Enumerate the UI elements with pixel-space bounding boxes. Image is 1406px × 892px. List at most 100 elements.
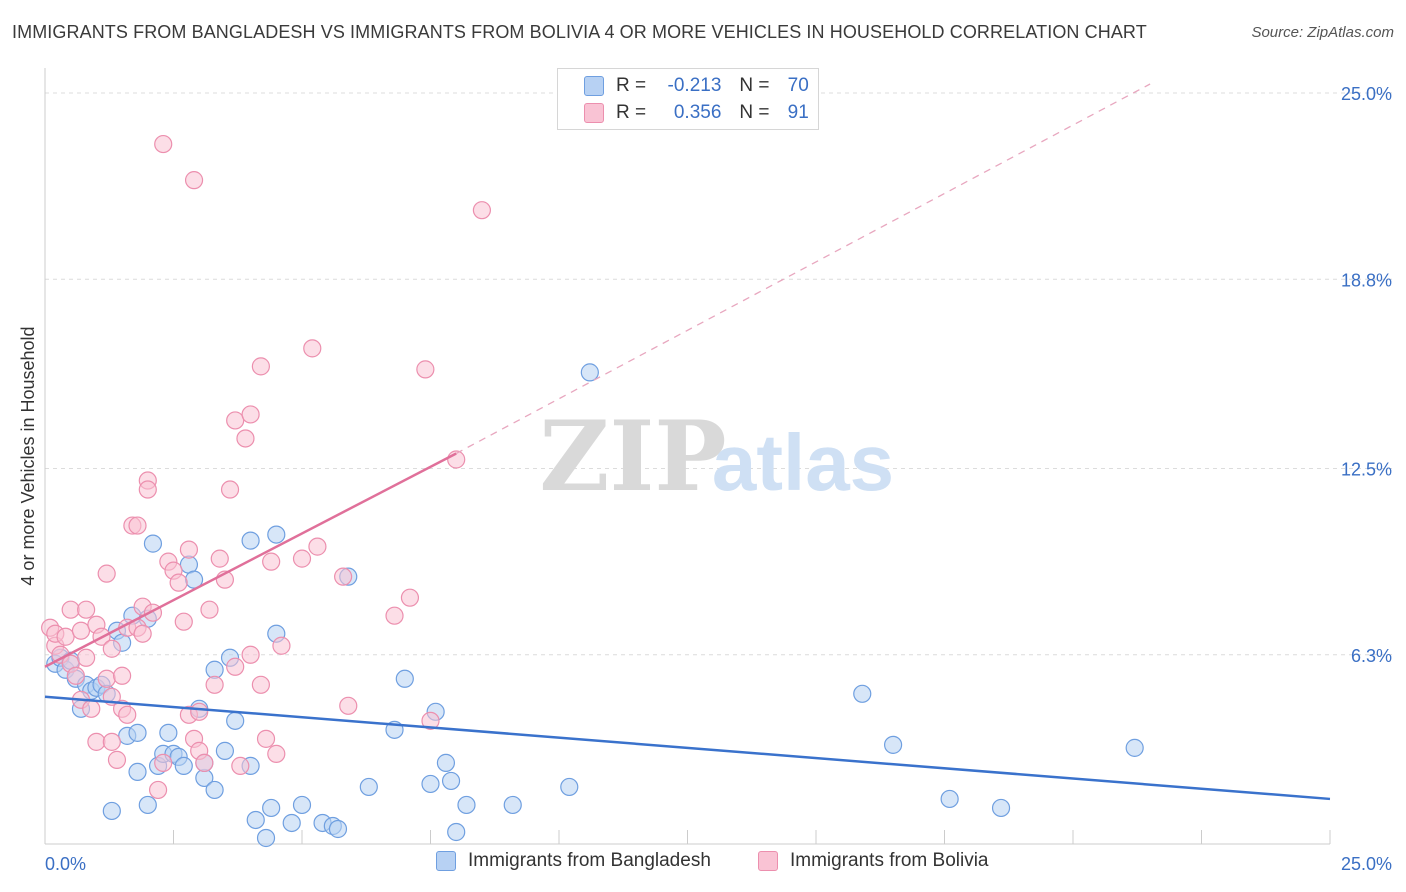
bolivia-point-12 (82, 699, 101, 718)
bolivia-point-65 (339, 696, 358, 715)
bangladesh-point-53 (421, 774, 440, 794)
bolivia-point-62 (303, 339, 322, 358)
series-bolivia-points (41, 134, 491, 800)
bangladesh-point-52 (395, 669, 414, 688)
bangladesh-point-44 (282, 813, 301, 833)
bolivia-point-7 (66, 666, 85, 685)
bangladesh-point-16 (128, 723, 147, 742)
legend-r-value: 0.356 (673, 102, 722, 123)
watermark: ZIP atlas (539, 400, 894, 513)
trend-line-bolivia (44, 452, 457, 668)
bolivia-point-19 (102, 732, 121, 751)
trend-line-bolivia-extension (455, 83, 1151, 455)
bolivia-point-66 (385, 606, 404, 625)
bangladesh-point-57 (447, 822, 466, 842)
bangladesh-point-17 (128, 762, 147, 782)
y-axis-label: 4 or more Vehicles in Household (18, 326, 38, 585)
bolivia-point-22 (112, 666, 132, 685)
legend-n-label: N = (739, 102, 770, 123)
bolivia-point-5 (61, 600, 80, 619)
bangladesh-point-45 (292, 795, 312, 815)
bangladesh-point-32 (205, 780, 224, 800)
bolivia-point-24 (118, 705, 137, 724)
legend-r-label: R = (616, 102, 647, 123)
y-tick-label-1: 12.5% (1341, 460, 1392, 480)
bolivia-point-46 (210, 549, 229, 568)
bangladesh-point-26 (174, 756, 193, 775)
bolivia-point-68 (416, 360, 435, 379)
chart-title: IMMIGRANTS FROM BANGLADESH VS IMMIGRANTS… (12, 22, 1147, 42)
bolivia-point-55 (251, 357, 270, 376)
y-tick-label-0: 6.3% (1351, 646, 1392, 666)
legend-swatch-blue (584, 76, 604, 96)
bolivia-point-69 (421, 711, 440, 730)
legend-row-bangladesh: R = -0.213 N = 70 (584, 73, 809, 99)
legend-item-bolivia[interactable]: Immigrants from Bolivia (758, 850, 989, 872)
bolivia-point-26 (128, 516, 147, 535)
bolivia-point-64 (334, 567, 353, 586)
bolivia-point-30 (138, 480, 157, 499)
bolivia-point-45 (205, 675, 224, 694)
bolivia-point-72 (154, 134, 173, 154)
bolivia-point-71 (472, 201, 491, 220)
bangladesh-point-56 (441, 771, 461, 791)
bolivia-point-48 (220, 480, 240, 499)
bangladesh-point-39 (246, 810, 265, 830)
bolivia-point-49 (226, 411, 245, 430)
bolivia-point-10 (77, 600, 96, 619)
bangladesh-point-11 (102, 801, 121, 821)
bolivia-point-75 (133, 624, 152, 643)
correlation-legend: R = -0.213 N = 70 R = 0.356 N = 91 (557, 68, 819, 130)
bangladesh-point-64 (940, 789, 959, 809)
bangladesh-point-62 (853, 684, 872, 703)
trend-line-bangladesh (44, 695, 1331, 801)
bolivia-point-44 (200, 600, 219, 619)
bangladesh-point-42 (267, 525, 286, 544)
bolivia-point-33 (154, 753, 173, 772)
bangladesh-point-41 (262, 798, 281, 818)
bolivia-point-39 (179, 540, 199, 559)
legend-swatch-bangladesh (436, 851, 456, 871)
bolivia-point-13 (87, 732, 106, 751)
series-legend: Immigrants from Bangladesh Immigrants fr… (0, 850, 1406, 880)
bolivia-point-8 (71, 621, 91, 640)
bangladesh-point-65 (991, 798, 1011, 818)
bolivia-point-54 (241, 645, 260, 664)
bangladesh-point-48 (328, 819, 348, 839)
axes (44, 68, 1331, 845)
bangladesh-point-61 (580, 363, 599, 382)
bangladesh-point-36 (226, 711, 245, 730)
bangladesh-point-23 (159, 723, 178, 742)
bangladesh-point-60 (560, 777, 579, 797)
legend-r-label: R = (616, 75, 647, 96)
watermark-zip: ZIP (539, 400, 726, 513)
bolivia-point-20 (107, 750, 127, 769)
legend-swatch-pink (584, 103, 604, 123)
legend-n-label: N = (739, 75, 770, 96)
watermark-atlas: atlas (712, 418, 894, 507)
legend-n-value: 91 (787, 102, 809, 123)
bolivia-point-11 (77, 648, 96, 667)
bangladesh-point-55 (436, 753, 456, 772)
bolivia-point-57 (256, 729, 276, 748)
bangladesh-point-34 (215, 741, 234, 760)
bolivia-point-61 (292, 549, 312, 568)
y-tick-label-2: 18.8% (1341, 270, 1392, 290)
legend-item-bangladesh[interactable]: Immigrants from Bangladesh (436, 850, 711, 872)
bolivia-point-67 (400, 588, 420, 607)
y-tick-label-3: 25.0% (1341, 84, 1392, 104)
legend-n-value: 70 (787, 75, 809, 96)
bolivia-point-37 (174, 612, 193, 631)
x-tick-label-0: 0.0% (45, 854, 86, 874)
legend-label-bolivia: Immigrants from Bolivia (790, 850, 989, 871)
bolivia-point-16 (97, 564, 116, 583)
legend-r-value: -0.213 (667, 75, 722, 96)
trend-lines (44, 83, 1331, 801)
bolivia-point-59 (267, 744, 286, 763)
bangladesh-point-20 (143, 534, 163, 553)
bolivia-point-63 (308, 537, 327, 556)
legend-row-bolivia: R = 0.356 N = 91 (584, 100, 809, 126)
bolivia-point-4 (56, 627, 75, 646)
bolivia-point-56 (251, 675, 270, 694)
